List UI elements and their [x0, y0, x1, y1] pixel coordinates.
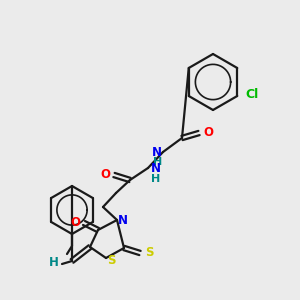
Text: Cl: Cl	[245, 88, 259, 100]
Text: H: H	[151, 174, 160, 184]
Text: H: H	[153, 157, 162, 167]
Text: O: O	[203, 125, 213, 139]
Text: N: N	[118, 214, 128, 226]
Text: O: O	[70, 215, 80, 229]
Text: O: O	[100, 167, 110, 181]
Text: S: S	[145, 247, 154, 260]
Text: N: N	[151, 163, 161, 176]
Text: N: N	[152, 146, 162, 158]
Text: S: S	[107, 254, 116, 266]
Text: H: H	[49, 256, 59, 268]
